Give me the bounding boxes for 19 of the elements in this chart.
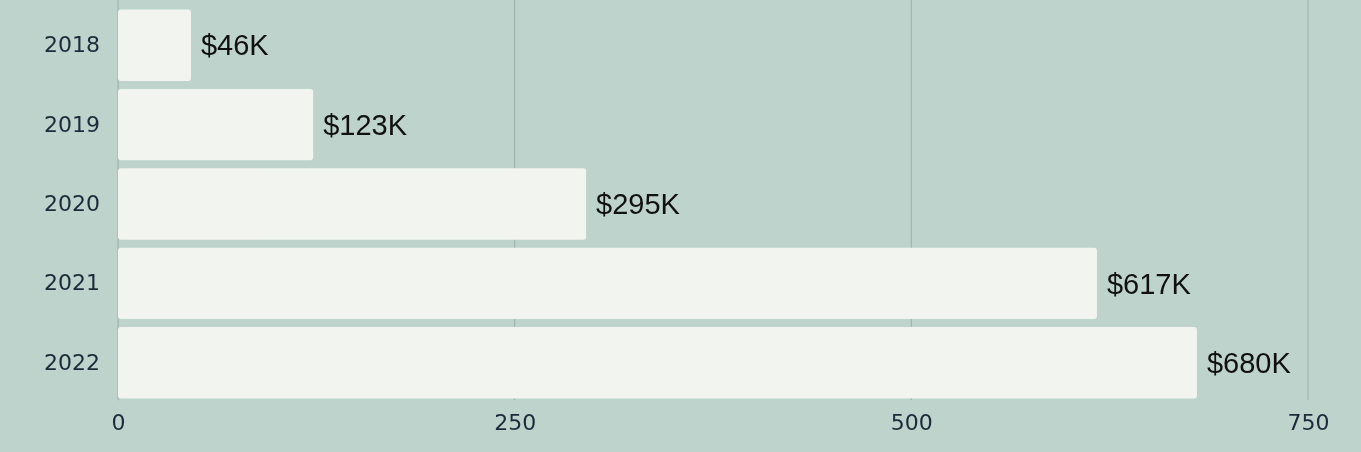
bar bbox=[118, 9, 191, 81]
bar bbox=[118, 247, 1097, 320]
y-tick-label: 2020 bbox=[44, 191, 100, 217]
data-label: $123K bbox=[323, 108, 408, 141]
data-label: $295K bbox=[596, 188, 681, 221]
bar bbox=[118, 88, 314, 161]
y-tick-label: 2018 bbox=[44, 32, 100, 58]
x-tick-label: 0 bbox=[111, 409, 126, 435]
bar bbox=[118, 168, 587, 240]
y-tick-label: 2021 bbox=[44, 270, 100, 296]
bar bbox=[118, 327, 1197, 399]
x-tick-label: 500 bbox=[890, 409, 933, 435]
x-tick-label: 750 bbox=[1287, 409, 1330, 435]
data-label: $46K bbox=[200, 29, 270, 62]
y-tick-label: 2022 bbox=[44, 349, 100, 375]
data-label: $617K bbox=[1106, 267, 1192, 300]
data-label: $680K bbox=[1206, 346, 1292, 379]
x-tick-label: 250 bbox=[494, 409, 537, 435]
y-tick-label: 2019 bbox=[44, 111, 100, 137]
